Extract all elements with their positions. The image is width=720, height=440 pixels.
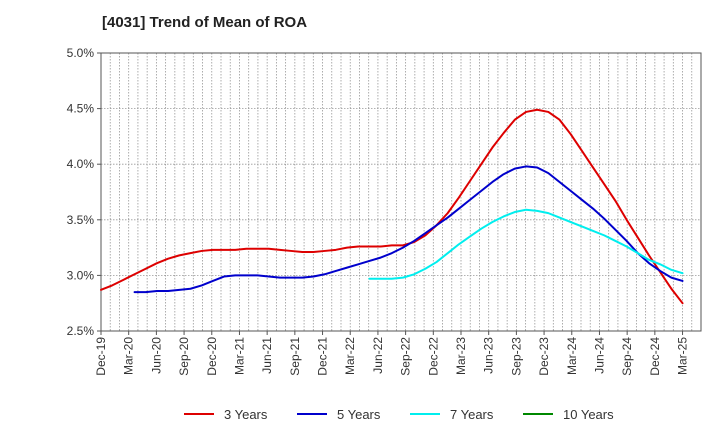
- series-line-7-years: [368, 208, 684, 280]
- x-tick-label: Sep-20: [177, 337, 191, 376]
- x-tick-label: Mar-25: [676, 337, 690, 375]
- x-tick-label: Jun-24: [592, 337, 606, 374]
- x-tick-label: Sep-24: [620, 337, 634, 376]
- x-tick-label: Sep-21: [288, 337, 302, 376]
- x-tick-label: Sep-22: [399, 337, 413, 376]
- x-axis-labels: Dec-19 Mar-20 Jun-20 Sep-20 Dec-20 Mar-21 Jun-…: [94, 331, 690, 376]
- legend-label: 5 Years: [337, 407, 381, 422]
- x-tick-label: Mar-24: [565, 337, 579, 375]
- y-tick-label: 5.0%: [67, 46, 95, 60]
- x-tick-label: Mar-22: [343, 337, 357, 375]
- vertical-gridlines: [109, 53, 693, 331]
- x-tick-label: Dec-21: [316, 337, 330, 376]
- series-lines: [100, 108, 684, 305]
- y-tick-label: 2.5%: [67, 324, 95, 338]
- legend-label: 7 Years: [450, 407, 494, 422]
- x-tick-label: Dec-20: [205, 337, 219, 376]
- x-tick-label: Dec-22: [426, 337, 440, 376]
- y-tick-label: 3.0%: [67, 268, 95, 282]
- x-tick-label: Mar-20: [122, 337, 136, 375]
- x-tick-label: Sep-23: [509, 337, 523, 376]
- y-tick-label: 4.0%: [67, 157, 95, 171]
- x-tick-label: Jun-22: [371, 337, 385, 374]
- chart-title: [4031] Trend of Mean of ROA: [102, 14, 308, 31]
- x-tick-label: Dec-24: [648, 337, 662, 376]
- y-tick-label: 4.5%: [67, 102, 95, 116]
- x-tick-label: Jun-20: [149, 337, 163, 374]
- y-axis-labels: 2.5% 3.0% 3.5% 4.0% 4.5% 5.0%: [67, 46, 101, 338]
- x-tick-label: Mar-21: [232, 337, 246, 375]
- x-tick-label: Jun-21: [260, 337, 274, 374]
- legend-label: 10 Years: [563, 407, 614, 422]
- legend-label: 3 Years: [224, 407, 268, 422]
- x-tick-label: Jun-23: [482, 337, 496, 374]
- series-line-5-years: [133, 165, 684, 294]
- plot-frame: [100, 52, 702, 332]
- series-line-3-years: [100, 108, 684, 305]
- x-tick-label: Mar-23: [454, 337, 468, 375]
- legend: 3 Years 5 Years 7 Years 10 Years: [184, 407, 614, 422]
- y-tick-label: 3.5%: [67, 213, 95, 227]
- x-tick-label: Dec-19: [94, 337, 108, 376]
- x-tick-label: Dec-23: [537, 337, 551, 376]
